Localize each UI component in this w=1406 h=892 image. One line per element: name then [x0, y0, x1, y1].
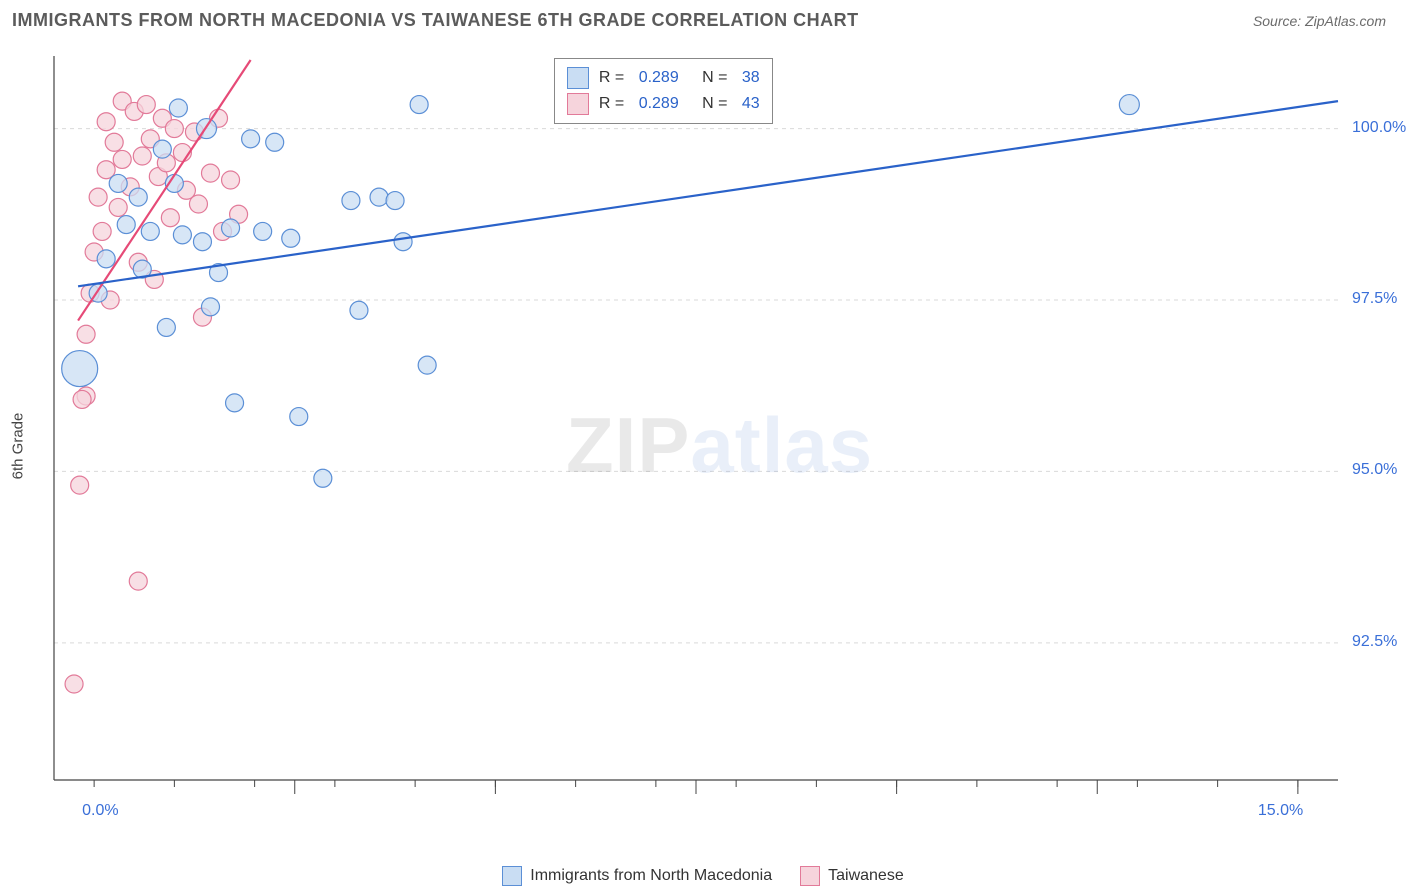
legend-swatch [567, 93, 589, 115]
y-tick-label: 97.5% [1352, 290, 1397, 308]
legend-r-label: R = [599, 65, 629, 91]
correlation-stats-legend: R = 0.289 N = 38R = 0.289 N = 43 [554, 58, 773, 124]
legend-item: Taiwanese [800, 866, 904, 886]
x-tick-label: 15.0% [1258, 802, 1303, 820]
y-tick-label: 92.5% [1352, 633, 1397, 651]
legend-r-label: R = [599, 91, 629, 117]
legend-swatch [502, 866, 522, 886]
legend-item: Immigrants from North Macedonia [502, 866, 772, 886]
chart-page: IMMIGRANTS FROM NORTH MACEDONIA VS TAIWA… [0, 0, 1406, 892]
legend-swatch [567, 67, 589, 89]
legend-n-value: 38 [742, 65, 760, 91]
plot-area: ZIPatlas R = 0.289 N = 38R = 0.289 N = 4… [46, 50, 1346, 840]
y-tick-label: 95.0% [1352, 461, 1397, 479]
legend-stat-row: R = 0.289 N = 38 [567, 65, 760, 91]
legend-r-value: 0.289 [639, 91, 679, 117]
y-tick-label: 100.0% [1352, 119, 1406, 137]
legend-swatch [800, 866, 820, 886]
x-tick-label: 0.0% [82, 802, 118, 820]
chart-title: IMMIGRANTS FROM NORTH MACEDONIA VS TAIWA… [12, 10, 859, 31]
source-label: Source: ZipAtlas.com [1253, 13, 1386, 29]
scatter-chart [46, 50, 1346, 810]
legend-n-label: N = [689, 91, 732, 117]
source-name: ZipAtlas.com [1305, 13, 1386, 29]
legend-n-label: N = [689, 65, 732, 91]
legend-stat-row: R = 0.289 N = 43 [567, 91, 760, 117]
series-legend: Immigrants from North Macedonia Taiwanese [0, 866, 1406, 886]
header-row: IMMIGRANTS FROM NORTH MACEDONIA VS TAIWA… [12, 10, 1386, 31]
legend-item-label: Immigrants from North Macedonia [530, 867, 772, 885]
legend-n-value: 43 [742, 91, 760, 117]
source-prefix: Source: [1253, 13, 1305, 29]
legend-r-value: 0.289 [639, 65, 679, 91]
y-axis-label: 6th Grade [10, 413, 27, 480]
legend-item-label: Taiwanese [828, 867, 904, 885]
